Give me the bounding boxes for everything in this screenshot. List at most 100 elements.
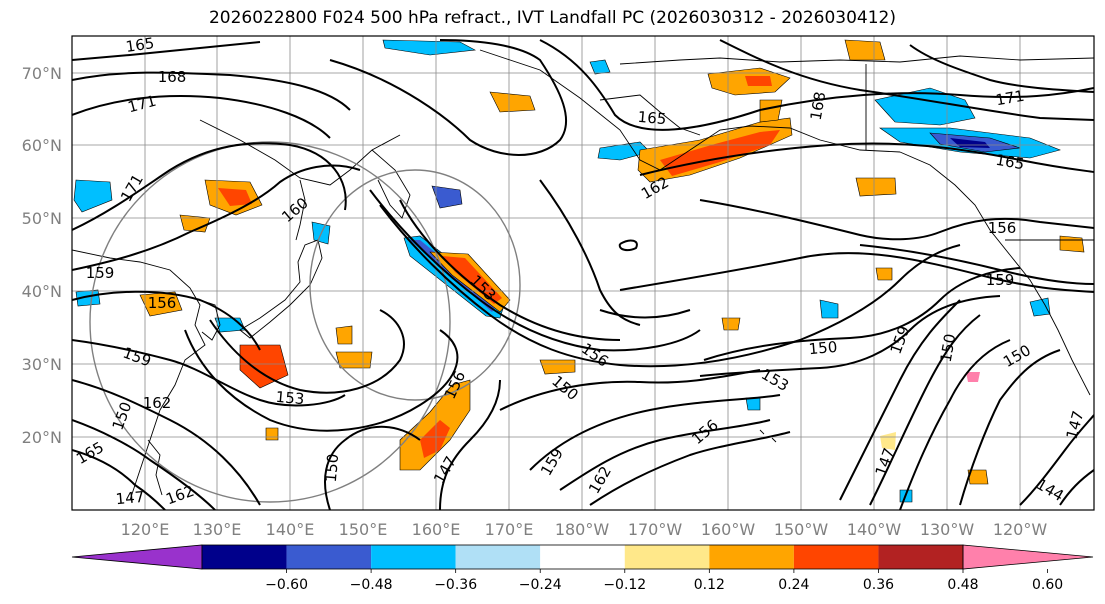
svg-text:165: 165 xyxy=(637,108,667,128)
longitude-label: 140°W xyxy=(847,520,902,539)
latitude-label: 20°N xyxy=(22,428,62,447)
contour-line xyxy=(72,339,346,407)
latitude-labels: 70°N 60°N 50°N 40°N 30°N 20°N xyxy=(22,64,62,447)
colorbar-tick-label: 0.12 xyxy=(694,577,725,593)
svg-text:168: 168 xyxy=(807,90,830,121)
positive-anomaly-patch xyxy=(721,317,741,331)
colorbar-tick-label: −0.24 xyxy=(519,577,562,593)
positive-anomaly-patch xyxy=(759,99,783,123)
height-contours xyxy=(72,39,1094,510)
contour-line xyxy=(439,379,501,510)
longitude-label: 150°W xyxy=(774,520,829,539)
contour-line xyxy=(379,204,961,368)
svg-text:150: 150 xyxy=(808,338,838,358)
positive-anomaly-patch xyxy=(875,267,893,281)
landfall-region-circle xyxy=(309,169,521,401)
svg-text:159: 159 xyxy=(86,264,115,282)
contour-line xyxy=(909,44,1094,93)
contour-line xyxy=(869,314,981,506)
contour-line xyxy=(72,41,261,61)
contour-line xyxy=(539,179,641,326)
longitude-label: 170°E xyxy=(485,520,534,539)
negative-anomaly-patch xyxy=(589,59,611,75)
colorbar-segment xyxy=(709,545,794,569)
positive-anomaly-patch xyxy=(967,469,989,485)
svg-text:159: 159 xyxy=(986,271,1015,289)
negative-anomaly-patch xyxy=(597,141,651,161)
contour-line xyxy=(529,394,781,471)
strong-positive-patch xyxy=(218,188,252,206)
landfall-region-circle xyxy=(89,141,451,503)
longitude-label: 160°W xyxy=(701,520,756,539)
colorbar-tick-label: −0.36 xyxy=(434,577,477,593)
contour-line xyxy=(559,419,771,491)
colorbar-tick-label: −0.60 xyxy=(265,577,308,593)
colorbar-segment xyxy=(624,545,710,569)
contour-line xyxy=(703,267,1021,361)
svg-text:147: 147 xyxy=(115,488,145,508)
colorbar-segment xyxy=(793,545,879,569)
yellow-anomaly-patch xyxy=(880,432,896,450)
contour-line xyxy=(639,142,1094,176)
contour-line xyxy=(72,142,347,231)
contour-line xyxy=(72,71,351,111)
pink-anomaly-patch xyxy=(966,372,980,382)
longitude-labels: 120°E 130°E 140°E 150°E 160°E 170°E 180°W 170°W… xyxy=(121,520,1048,539)
colorbar-extend-min xyxy=(71,544,203,570)
latitude-label: 60°N xyxy=(22,136,62,155)
contour-label: 156 xyxy=(148,294,177,312)
contour-line xyxy=(72,379,261,506)
negative-anomaly-patch xyxy=(382,39,476,56)
coastline-east-asia xyxy=(72,249,206,501)
longitude-label: 130°E xyxy=(193,520,242,539)
svg-text:156: 156 xyxy=(988,219,1017,237)
positive-anomaly-patch xyxy=(335,325,353,345)
contour-line xyxy=(699,295,1001,377)
longitude-label: 170°W xyxy=(628,520,683,539)
longitude-label: 150°E xyxy=(339,520,388,539)
positive-anomaly-patch xyxy=(855,177,897,197)
contour-line xyxy=(699,199,1094,241)
positive-anomaly-patch xyxy=(335,351,373,369)
coastline-alaska-west xyxy=(599,94,701,136)
contour-label: 168 xyxy=(807,90,830,121)
contour-line xyxy=(209,309,405,394)
colorbar-segment xyxy=(371,545,456,569)
svg-text:171: 171 xyxy=(994,87,1025,110)
contour-line xyxy=(619,252,1094,293)
contour-label: 165 xyxy=(125,34,156,56)
strong-positive-patch xyxy=(745,76,772,86)
longitude-label: 120°E xyxy=(121,520,170,539)
contour-line xyxy=(399,199,621,341)
contour-label: 162 xyxy=(143,394,172,412)
coastline-north-america xyxy=(899,151,1091,396)
map-title: 2026022800 F024 500 hPa refract., IVT La… xyxy=(208,8,896,28)
contour-line xyxy=(324,425,421,510)
svg-text:168: 168 xyxy=(158,68,187,86)
coastline-sakhalin xyxy=(295,179,306,241)
colorbar-tick-label: −0.12 xyxy=(603,577,646,593)
positive-anomaly-patch xyxy=(844,39,886,61)
contour-line xyxy=(72,449,166,510)
svg-text:165: 165 xyxy=(125,34,156,56)
colorbar-tick-label: 0.60 xyxy=(1032,577,1063,593)
contour-line xyxy=(618,239,638,252)
negative-anomaly-patch xyxy=(874,87,976,126)
svg-text:162: 162 xyxy=(143,394,172,412)
longitude-label: 120°W xyxy=(993,520,1048,539)
coastline-alaska xyxy=(479,49,901,171)
positive-anomaly-patch xyxy=(265,427,279,441)
contour-label: 168 xyxy=(158,68,187,86)
latitude-label: 50°N xyxy=(22,209,62,228)
colorbar-tick-label: −0.48 xyxy=(350,577,393,593)
contour-line xyxy=(369,189,701,352)
contour-line xyxy=(72,290,261,351)
svg-text:150: 150 xyxy=(937,332,960,363)
contour-label: 150 xyxy=(322,453,342,483)
contour-line xyxy=(1019,414,1094,506)
colorbar-tick-label: 0.36 xyxy=(863,577,894,593)
colorbar-segment xyxy=(286,545,372,569)
contour-line xyxy=(959,349,1061,506)
positive-anomaly-patch xyxy=(489,91,536,113)
strongest-negative-patch xyxy=(950,138,990,148)
